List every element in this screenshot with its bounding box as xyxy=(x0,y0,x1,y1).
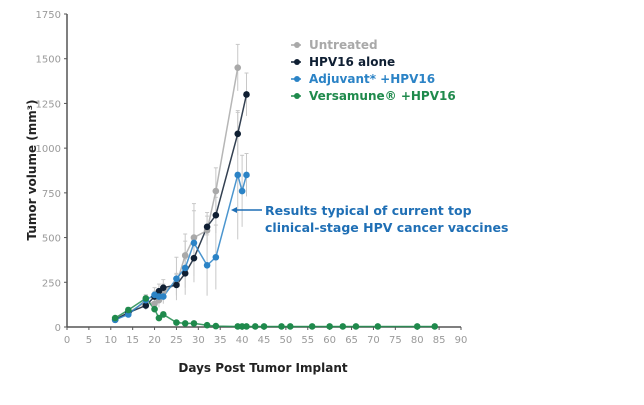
x-tick-label: 30 xyxy=(192,335,205,346)
point-adjuvant-hpv16 xyxy=(238,187,246,195)
point-adjuvant-hpv16 xyxy=(243,171,250,179)
point-versamune-hpv16 xyxy=(352,323,360,330)
point-adjuvant-hpv16 xyxy=(173,275,180,283)
point-versamune-hpv16 xyxy=(160,311,167,318)
x-tick-label: 0 xyxy=(64,335,70,346)
x-tick-label: 5 xyxy=(86,335,92,346)
point-hpv16-alone xyxy=(203,223,211,231)
point-versamune-hpv16 xyxy=(431,323,439,330)
point-versamune-hpv16 xyxy=(190,320,198,327)
legend-label-adjuvant-hpv16: Adjuvant* +HPV16 xyxy=(309,72,435,86)
x-tick-label: 20 xyxy=(148,335,161,346)
y-tick-label: 250 xyxy=(42,278,61,289)
point-hpv16-alone xyxy=(160,284,167,291)
legend: Untreated HPV16 alone Adjuvant* +HPV16 Vers… xyxy=(291,38,456,103)
x-tick-label: 70 xyxy=(367,335,380,346)
x-tick-label: 15 xyxy=(126,335,139,346)
y-tick-label: 500 xyxy=(42,234,61,245)
point-versamune-hpv16 xyxy=(413,323,421,330)
legend-label-hpv16-alone: HPV16 alone xyxy=(309,55,395,69)
x-tick-label: 55 xyxy=(301,335,314,346)
x-tick-label: 35 xyxy=(214,335,227,346)
point-versamune-hpv16 xyxy=(260,323,268,330)
point-hpv16-alone xyxy=(142,302,150,309)
x-tick-label: 10 xyxy=(104,335,117,346)
point-versamune-hpv16 xyxy=(339,323,347,330)
annotation-arrowhead xyxy=(231,207,237,213)
x-tick-label: 90 xyxy=(455,335,468,346)
point-versamune-hpv16 xyxy=(173,319,180,326)
point-versamune-hpv16 xyxy=(212,322,220,330)
point-hpv16-alone xyxy=(243,91,250,98)
x-axis-label: Days Post Tumor Implant xyxy=(178,361,347,375)
error-bars xyxy=(113,43,249,325)
point-hpv16-alone xyxy=(173,281,180,289)
line-adjuvant-hpv16 xyxy=(114,172,248,321)
y-tick-label: 1000 xyxy=(36,144,61,155)
y-tick-label: 1500 xyxy=(36,55,61,66)
point-adjuvant-hpv16 xyxy=(181,264,189,272)
point-adjuvant-hpv16 xyxy=(160,293,167,300)
point-versamune-hpv16 xyxy=(278,323,285,330)
point-versamune-hpv16 xyxy=(308,323,316,330)
legend-label-untreated: Untreated xyxy=(309,38,378,52)
point-versamune-hpv16 xyxy=(374,323,382,330)
point-versamune-hpv16 xyxy=(181,320,189,327)
point-versamune-hpv16 xyxy=(124,306,132,314)
legend-label-versamune-hpv16: Versamune® +HPV16 xyxy=(309,89,456,103)
point-adjuvant-hpv16 xyxy=(190,239,198,247)
x-tick-label: 50 xyxy=(280,335,293,346)
x-tick-label: 75 xyxy=(389,335,402,346)
legend-marker-versamune-hpv16 xyxy=(294,93,300,99)
point-hpv16-alone xyxy=(212,211,220,219)
x-tick-label: 40 xyxy=(236,335,249,346)
point-adjuvant-hpv16 xyxy=(212,253,220,261)
point-versamune-hpv16 xyxy=(151,305,158,313)
point-versamune-hpv16 xyxy=(326,323,333,330)
annotation: Results typical of current top clinical-… xyxy=(231,203,508,235)
point-versamune-hpv16 xyxy=(155,314,163,322)
point-hpv16-alone xyxy=(181,270,189,277)
x-tick-label: 25 xyxy=(170,335,183,346)
point-hpv16-alone xyxy=(234,130,242,138)
point-versamune-hpv16 xyxy=(111,314,119,322)
x-tick-label: 80 xyxy=(411,335,424,346)
point-untreated xyxy=(190,234,198,241)
annotation-line-2: clinical-stage HPV cancer vaccines xyxy=(265,220,508,235)
x-tick-label: 45 xyxy=(258,335,271,346)
point-untreated xyxy=(181,252,189,259)
point-adjuvant-hpv16 xyxy=(234,171,242,179)
y-tick-label: 1750 xyxy=(36,10,61,21)
point-adjuvant-hpv16 xyxy=(203,261,211,269)
point-versamune-hpv16 xyxy=(142,295,150,302)
y-axis-label: Tumor volume (mm³) xyxy=(25,99,39,240)
x-tick-label: 85 xyxy=(433,335,446,346)
point-versamune-hpv16 xyxy=(243,323,250,330)
series-points xyxy=(111,64,439,330)
point-versamune-hpv16 xyxy=(251,323,259,330)
y-tick-label: 1250 xyxy=(36,99,61,110)
y-tick-label: 0 xyxy=(55,323,61,334)
annotation-line-1: Results typical of current top xyxy=(265,203,472,218)
legend-marker-adjuvant-hpv16 xyxy=(294,76,300,82)
x-tick-label: 60 xyxy=(323,335,336,346)
axes: 0 5 10 15 20 25 30 35 40 45 50 55 60 65 70 75 80 85 90 0 250… xyxy=(36,10,468,346)
y-tick-label: 750 xyxy=(42,189,61,200)
x-tick-label: 65 xyxy=(345,335,358,346)
point-hpv16-alone xyxy=(190,254,198,262)
point-versamune-hpv16 xyxy=(286,323,294,330)
point-untreated xyxy=(151,300,158,308)
point-untreated xyxy=(234,64,242,71)
point-untreated xyxy=(212,187,220,195)
point-hpv16-alone xyxy=(155,287,163,295)
point-versamune-hpv16 xyxy=(203,321,211,329)
legend-marker-untreated xyxy=(294,42,300,48)
legend-marker-hpv16-alone xyxy=(294,59,300,65)
